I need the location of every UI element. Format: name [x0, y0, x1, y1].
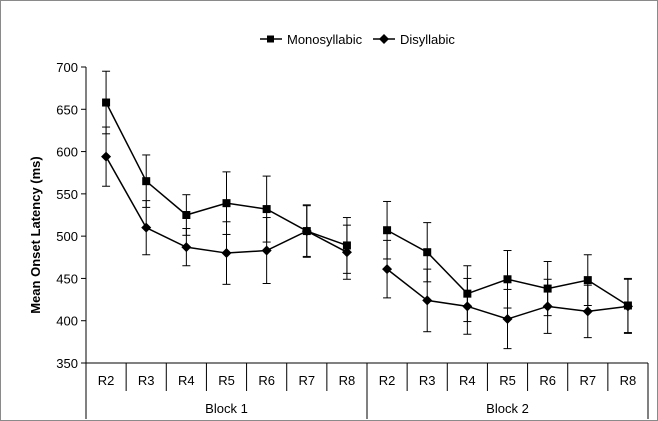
axes: 350 400 450 500 550 600 650 700 R2 R3 R4 R5 R6 R7 R8 R2… — [56, 60, 649, 419]
legend-item-disyllabic: Disyllabic — [373, 32, 455, 47]
data-point-disyllabic — [422, 295, 433, 306]
legend-marker-diamond — [379, 34, 389, 44]
data-point-monosyllabic — [262, 205, 271, 214]
data-point-monosyllabic — [142, 177, 151, 186]
data-point-disyllabic — [382, 264, 393, 275]
x-tick-label: R4 — [459, 373, 476, 388]
x-tick-label: R6 — [539, 373, 556, 388]
data-point-monosyllabic — [182, 211, 191, 219]
x-tick-label: R5 — [218, 373, 235, 388]
data-point-disyllabic — [582, 306, 593, 317]
y-tick-label: 400 — [56, 314, 78, 329]
y-axis-title: Mean Onset Latency (ms) — [28, 156, 43, 314]
x-tick-label: R8 — [620, 373, 637, 388]
data-point-disyllabic — [141, 222, 152, 233]
data-point-monosyllabic — [222, 199, 231, 208]
data-point-monosyllabic — [583, 276, 592, 285]
x-tick-label: R3 — [138, 373, 155, 388]
legend-marker-square — [267, 35, 274, 43]
data-point-disyllabic — [542, 301, 553, 312]
y-tick-label: 450 — [56, 271, 78, 286]
group-label: Block 1 — [205, 401, 248, 416]
y-tick-label: 700 — [56, 60, 78, 75]
x-tick-label: R4 — [178, 373, 195, 388]
data-point-disyllabic — [181, 242, 192, 253]
legend-label-monosyllabic: Monosyllabic — [287, 32, 363, 47]
x-tick-label: R3 — [419, 373, 436, 388]
x-tick-label: R7 — [298, 373, 315, 388]
legend-label-disyllabic: Disyllabic — [400, 32, 455, 47]
x-tick-label: R5 — [499, 373, 516, 388]
x-tick-label: R8 — [339, 373, 356, 388]
legend-item-monosyllabic: Monosyllabic — [260, 32, 363, 47]
data-point-disyllabic — [622, 301, 633, 312]
y-tick-label: 650 — [56, 102, 78, 117]
data-point-disyllabic — [462, 301, 473, 312]
y-tick-label: 600 — [56, 145, 78, 160]
plot-marks — [101, 70, 633, 350]
y-tick-label: 550 — [56, 187, 78, 202]
x-tick-label: R6 — [258, 373, 275, 388]
data-point-disyllabic — [101, 151, 112, 162]
legend: Monosyllabic Disyllabic — [260, 32, 455, 47]
x-tick-label: R7 — [579, 373, 596, 388]
x-tick-label: R2 — [379, 373, 396, 388]
data-point-disyllabic — [341, 247, 352, 258]
data-point-monosyllabic — [102, 98, 111, 107]
data-point-monosyllabic — [503, 275, 512, 284]
data-point-monosyllabic — [423, 248, 432, 257]
y-tick-label: 500 — [56, 229, 78, 244]
data-point-disyllabic — [221, 248, 232, 259]
data-point-disyllabic — [261, 245, 272, 256]
data-point-monosyllabic — [383, 226, 392, 235]
data-point-disyllabic — [502, 314, 513, 325]
y-tick-label: 350 — [56, 356, 78, 371]
data-point-disyllabic — [301, 226, 312, 237]
group-label: Block 2 — [486, 401, 529, 416]
x-tick-label: R2 — [98, 373, 115, 388]
